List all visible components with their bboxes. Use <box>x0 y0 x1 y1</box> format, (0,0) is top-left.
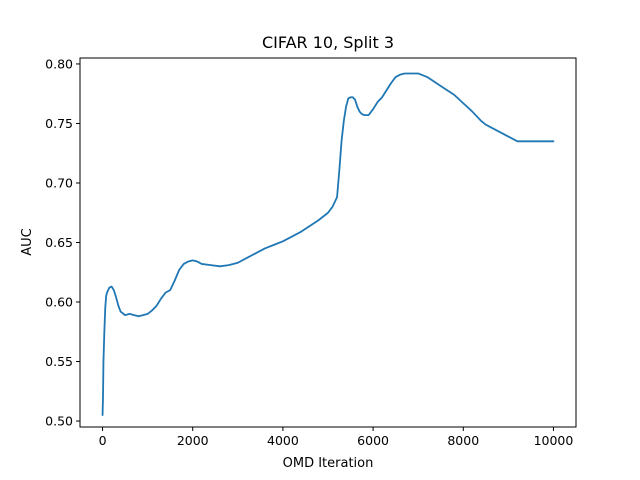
y-tick-label: 0.70 <box>45 175 73 190</box>
y-tick-label: 0.60 <box>45 295 73 310</box>
plot-marks <box>101 72 555 417</box>
y-axis-ticks: 0.50 0.55 0.60 0.65 0.70 0.75 0.80 <box>45 56 80 429</box>
chart-title: CIFAR 10, Split 3 <box>262 33 394 52</box>
x-tick-label: 6000 <box>357 433 389 448</box>
y-tick-label: 0.50 <box>45 414 73 429</box>
y-tick-label: 0.75 <box>45 116 73 131</box>
x-tick-label: 8000 <box>447 433 479 448</box>
y-tick-label: 0.80 <box>45 56 73 71</box>
y-axis-label: AUC <box>20 228 35 256</box>
x-axis-ticks: 0 2000 4000 6000 8000 10000 <box>99 427 574 448</box>
x-axis-label: OMD Iteration <box>283 456 374 471</box>
y-tick-label: 0.55 <box>45 354 73 369</box>
series-line-0 <box>101 72 555 417</box>
x-tick-label: 0 <box>99 433 107 448</box>
x-tick-label: 10000 <box>534 433 574 448</box>
x-tick-label: 4000 <box>267 433 299 448</box>
x-tick-label: 2000 <box>177 433 209 448</box>
y-tick-label: 0.65 <box>45 235 73 250</box>
